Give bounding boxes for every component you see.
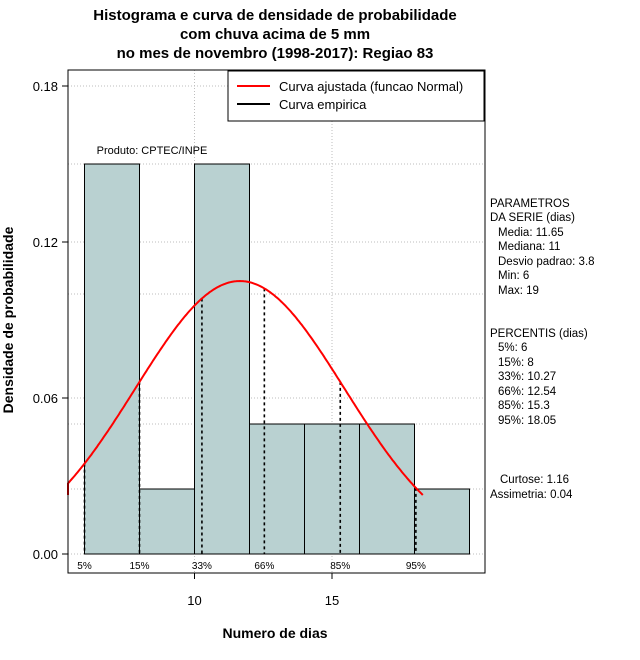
percentil-5: 5%: 6 (498, 342, 527, 354)
histogram-bar-2 (194, 163, 250, 555)
y-tick-label-0: 0.00 (33, 547, 58, 562)
histogram-bar-3 (249, 423, 305, 555)
percentile-label-0: 5% (77, 561, 92, 572)
legend-box (227, 70, 485, 122)
percentil-95: 95%: 18.05 (498, 415, 556, 427)
chart-title-line-3: no mes de novembro (1998-2017): Regiao 8… (117, 45, 434, 62)
histogram-bar-0 (84, 163, 140, 555)
param-media: Media: 11.65 (498, 227, 564, 239)
x-axis-label: Numero de dias (222, 625, 327, 641)
chart-title-line-2: com chuva acima de 5 mm (180, 26, 370, 43)
y-tick-label-1: 0.06 (33, 391, 58, 406)
param-mediana: Mediana: 11 (498, 241, 560, 253)
product-label: Produto: CPTEC/INPE (97, 145, 208, 157)
param-desvio: Desvio padrao: 3.8 (498, 256, 595, 268)
params-title-line-1: PARAMETROS (490, 198, 570, 210)
percentil-15: 15%: 8 (498, 357, 534, 369)
legend-label-fit: Curva ajustada (funcao Normal) (279, 79, 463, 94)
y-axis-label: Densidade de probabilidade (0, 226, 16, 413)
plot-frame (67, 69, 486, 574)
histogram-bar-1 (139, 488, 195, 555)
percentil-85: 85%: 15.3 (498, 400, 550, 412)
percentile-label-1: 15% (129, 561, 149, 572)
y-axis: 0.00 0.06 0.12 0.18 (33, 79, 68, 562)
x-axis: 10 15 (187, 573, 339, 608)
stat-curtose: Curtose: 1.16 (500, 474, 569, 486)
percentile-lines (83, 288, 417, 554)
histogram-bar-5 (359, 423, 415, 555)
y-tick-label-2: 0.12 (33, 235, 58, 250)
normal-fit-curve (67, 279, 424, 496)
params-title-line-2: DA SERIE (dias) (490, 212, 575, 224)
legend-label-empirical: Curva empirica (279, 97, 367, 112)
percentile-label-4: 85% (330, 561, 350, 572)
histogram-bar-6 (414, 488, 470, 555)
x-tick-label-1: 15 (325, 593, 339, 608)
percentil-33: 33%: 10.27 (498, 371, 556, 383)
legend: Curva ajustada (funcao Normal) Curva emp… (227, 70, 485, 122)
histogram-bars (84, 163, 470, 555)
histogram-bar-4 (304, 423, 360, 555)
percentile-label-2: 33% (192, 561, 212, 572)
stats-panel: PARAMETROS DA SERIE (dias) Media: 11.65 … (490, 198, 595, 501)
percentile-label-5: 95% (406, 561, 426, 572)
percentile-label-3: 66% (254, 561, 274, 572)
chart-title-line-1: Histograma e curva de densidade de proba… (93, 7, 456, 24)
param-max: Max: 19 (498, 285, 539, 297)
stat-assimetria: Assimetria: 0.04 (490, 489, 573, 501)
y-tick-label-3: 0.18 (33, 79, 58, 94)
percentis-title: PERCENTIS (dias) (490, 328, 588, 340)
percentil-66: 66%: 12.54 (498, 386, 557, 398)
percentile-labels: 5% 15% 33% 66% 85% 95% (77, 561, 426, 572)
x-tick-label-0: 10 (187, 593, 201, 608)
param-min: Min: 6 (498, 270, 529, 282)
